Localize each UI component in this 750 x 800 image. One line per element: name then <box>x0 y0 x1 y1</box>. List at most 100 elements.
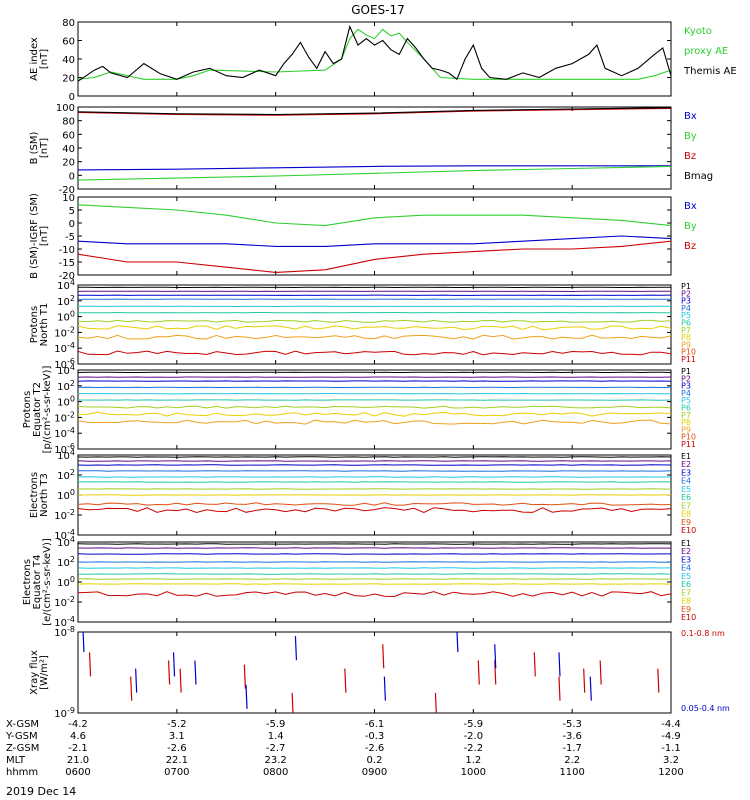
legend-entry: P4 <box>681 304 691 313</box>
x-axis-value: -5.2 <box>167 719 187 730</box>
legend-entry: E6 <box>681 580 691 589</box>
legend-entry: Bz <box>684 241 696 252</box>
y-axis-label: [nT] <box>39 138 50 158</box>
legend-entry: E6 <box>681 493 691 502</box>
x-axis-value: -2.7 <box>266 743 286 754</box>
panel-electrons_t4: 104 102 100 10-2 10-4 Electrons Equator T4 [e/(… <box>22 535 696 629</box>
x-axis-value: 21.0 <box>67 755 89 766</box>
x-axis-value: 0900 <box>362 767 387 778</box>
x-axis-value: -4.2 <box>68 719 88 730</box>
y-tick-label: 0 <box>69 171 75 182</box>
y-tick-label: 60 <box>62 37 75 48</box>
y-tick-label: 10-6 <box>54 442 75 456</box>
y-axis-label: Electrons <box>22 559 33 605</box>
xray-burst-mark <box>589 676 592 701</box>
xray-burst-mark <box>344 668 347 693</box>
y-tick-label: 10-4 <box>54 426 75 440</box>
y-tick-label: 80 <box>62 18 75 29</box>
xray-burst-mark <box>172 652 176 677</box>
legend-entry: E3 <box>681 468 691 477</box>
x-axis-row-label: Y-GSM <box>5 731 38 742</box>
panel-bfield: -20 0 20 40 60 80 100 B (SM) [nT] Bx By Bz Bmag <box>29 103 713 196</box>
data-group <box>82 632 660 713</box>
series-line <box>78 165 671 171</box>
x-axis-value: -0.3 <box>365 731 385 742</box>
x-axis-value: 1.2 <box>465 755 481 766</box>
y-tick-label: -10 <box>59 245 75 256</box>
y-axis-label: Equator T4 <box>32 555 43 610</box>
legend-entry: E8 <box>681 510 691 519</box>
x-axis-value: 0.2 <box>367 755 383 766</box>
x-axis-row-label: X-GSM <box>6 719 39 730</box>
x-axis-value: -4.9 <box>661 731 681 742</box>
legend-entry: P3 <box>681 382 691 391</box>
legend-entry: P4 <box>681 389 691 398</box>
legend-entry: E1 <box>681 452 691 461</box>
x-axis-value: -2.6 <box>167 743 187 754</box>
xray-burst-mark <box>82 632 85 653</box>
y-tick-label: 80 <box>62 117 75 128</box>
legend-entry: P6 <box>681 319 691 328</box>
y-axis-label: [nT] <box>39 49 50 69</box>
y-axis-label: North T1 <box>39 303 50 347</box>
y-axis-label: Protons <box>29 306 40 343</box>
xray-burst-mark <box>434 692 437 713</box>
date-label: 2019 Dec 14 <box>6 785 76 798</box>
y-axis-label: North T3 <box>39 473 50 517</box>
x-axis-value: 4.6 <box>70 731 86 742</box>
flux-channel-line <box>78 411 671 417</box>
legend-entry: Bmag <box>684 171 713 182</box>
legend-entry: P11 <box>681 355 696 364</box>
flux-channel-line <box>78 502 671 506</box>
xray-burst-mark <box>291 692 294 713</box>
y-tick-label: 60 <box>62 130 75 141</box>
data-group <box>78 456 671 514</box>
y-tick-label: -20 <box>59 271 75 282</box>
xray-burst-mark <box>167 660 171 685</box>
legend-entry: P10 <box>681 348 696 357</box>
legend-entry: 0.05-0.4 nm <box>681 704 730 713</box>
xray-burst-mark <box>130 676 133 701</box>
legend-entry: E9 <box>681 518 691 527</box>
x-axis-row-label: Z-GSM <box>6 743 39 754</box>
x-axis-value: -1.1 <box>661 743 681 754</box>
data-group <box>78 24 671 82</box>
y-axis-label: Protons <box>22 391 33 428</box>
xray-burst-mark <box>245 684 248 709</box>
legend-entry: P2 <box>681 374 691 383</box>
x-axis-value: -4.4 <box>661 719 681 730</box>
legend-entry: P2 <box>681 289 691 298</box>
xray-burst-mark <box>558 676 561 701</box>
y-axis-label: AE index <box>29 37 40 81</box>
panel-electrons_t3: 104 102 100 10-2 10-4 Electrons North T3 E1E2E3… <box>29 448 696 542</box>
y-tick-label: 102 <box>57 555 75 569</box>
x-axis-row-label: hhmm <box>6 767 38 778</box>
series-line <box>78 235 671 247</box>
x-axis-value: -5.3 <box>562 719 582 730</box>
legend-entry: P9 <box>681 340 691 349</box>
x-axis-value: 2.2 <box>564 755 580 766</box>
xray-burst-mark <box>477 660 480 685</box>
flux-channel-line <box>78 419 671 425</box>
x-axis-value: 0800 <box>263 767 288 778</box>
legend-entry: Kyoto <box>684 26 712 37</box>
xray-burst-mark <box>583 668 586 693</box>
y-tick-label: -20 <box>59 185 75 196</box>
xray-burst-mark <box>494 644 497 669</box>
panel-xray: 10-8 10-9 Xray flux [W/m²] 0.1-0.8 nm 0.05-0.… <box>29 625 730 720</box>
y-tick-label: 104 <box>57 363 75 377</box>
y-tick-label: 100 <box>56 103 75 114</box>
flux-channel-line <box>78 591 671 598</box>
legend-entry: E5 <box>681 572 691 581</box>
legend-entry: P6 <box>681 404 691 413</box>
y-tick-label: 0 <box>69 219 75 230</box>
panel-frame <box>77 631 672 714</box>
y-tick-label: 10-2 <box>54 595 75 609</box>
y-axis-label: B (SM) <box>29 131 40 164</box>
y-tick-label: 104 <box>57 278 75 292</box>
x-axis-value: -3.6 <box>562 731 582 742</box>
legend-entry: proxy AE <box>684 46 728 57</box>
legend-entry: E8 <box>681 597 691 606</box>
